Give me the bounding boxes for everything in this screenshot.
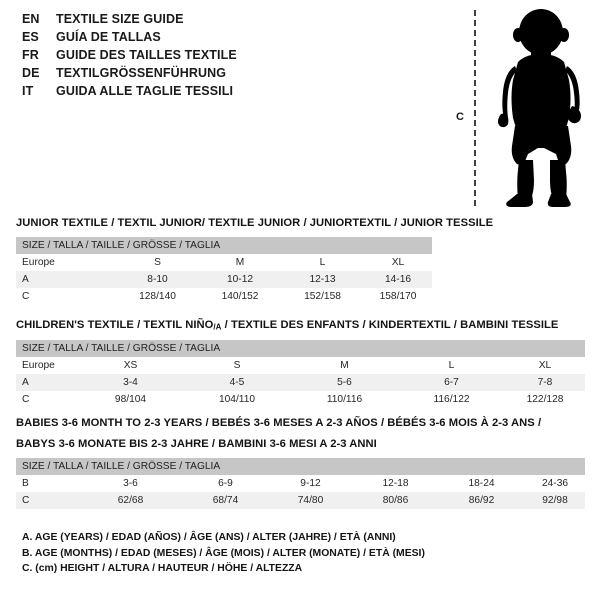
language-title-en: TEXTILE SIZE GUIDE: [56, 12, 184, 26]
section-children-title: CHILDREN'S TEXTILE / TEXTIL NIÑO/A / TEX…: [16, 318, 585, 334]
children-table-header-row: SIZE / TALLA / TAILLE / GRÖSSE / TAGLIA: [16, 340, 585, 358]
babies-cell-c-4: 86/92: [468, 495, 495, 506]
table-row: A 3-4 4-5 5-6 6-7 7-8: [16, 374, 585, 392]
babies-cell-c-1: 68/74: [212, 495, 239, 506]
children-row-label-europe: Europe: [22, 360, 55, 372]
babies-cell-c-0: 62/68: [117, 495, 144, 506]
table-row: C 98/104 104/110 110/116 116/122 122/128: [16, 391, 585, 409]
junior-cell-c-2: 152/158: [304, 291, 341, 302]
language-code-es: ES: [22, 30, 39, 44]
language-title-de: TEXTILGRÖSSENFÜHRUNG: [56, 66, 227, 80]
height-marker-label: C: [456, 111, 464, 123]
children-title-suffix: / TEXTILE DES ENFANTS / KINDERTEXTIL / B…: [221, 319, 559, 331]
babies-cell-b-2: 9-12: [300, 478, 321, 489]
babies-cell-c-5: 92/98: [542, 495, 568, 506]
children-title-prefix: CHILDREN'S TEXTILE / TEXTIL NIÑO: [16, 319, 214, 331]
children-cell-c-4: 122/128: [526, 394, 564, 406]
babies-cell-b-1: 6-9: [218, 478, 233, 489]
children-cell-europe-2: M: [340, 360, 349, 372]
babies-table-header-row: SIZE / TALLA / TAILLE / GRÖSSE / TAGLIA: [16, 458, 585, 475]
table-row: A 8-10 10-12 12-13 14-16: [16, 271, 432, 288]
children-size-table: SIZE / TALLA / TAILLE / GRÖSSE / TAGLIA …: [16, 340, 585, 409]
children-title-subscript: /A: [213, 322, 222, 332]
junior-cell-a-1: 10-12: [226, 274, 254, 285]
language-code-en: EN: [22, 12, 40, 26]
junior-table-header-label: SIZE / TALLA / TAILLE / GRÖSSE / TAGLIA: [22, 240, 221, 251]
children-cell-a-0: 3-4: [123, 377, 138, 389]
junior-row-label-a: A: [22, 274, 29, 285]
children-cell-c-3: 116/122: [433, 394, 470, 406]
section-junior-title: JUNIOR TEXTILE / TEXTIL JUNIOR/ TEXTILE …: [16, 217, 494, 229]
language-row-es: ES GUÍA DE TALLAS: [22, 30, 422, 48]
children-row-label-a: A: [22, 377, 29, 389]
junior-row-label-c: C: [22, 291, 30, 302]
babies-cell-b-4: 18-24: [468, 478, 495, 489]
language-title-block: EN TEXTILE SIZE GUIDE ES GUÍA DE TALLAS …: [22, 12, 422, 102]
table-row: B 3-6 6-9 9-12 12-18 18-24 24-36: [16, 475, 585, 492]
babies-row-label-c: C: [22, 495, 30, 506]
junior-cell-a-2: 12-13: [309, 274, 336, 285]
children-row-label-c: C: [22, 394, 30, 406]
measurement-legend: A. AGE (YEARS) / EDAD (AÑOS) / ÂGE (ANS)…: [22, 530, 582, 577]
toddler-silhouette-icon: [497, 9, 581, 207]
table-row: Europe S M L XL: [16, 254, 432, 271]
children-cell-c-0: 98/104: [114, 394, 147, 406]
junior-size-table: SIZE / TALLA / TAILLE / GRÖSSE / TAGLIA …: [16, 237, 432, 305]
junior-cell-c-0: 128/140: [139, 291, 176, 302]
children-cell-a-2: 5-6: [337, 377, 352, 389]
language-row-de: DE TEXTILGRÖSSENFÜHRUNG: [22, 66, 422, 84]
children-cell-a-3: 6-7: [444, 377, 459, 389]
junior-cell-c-3: 158/170: [379, 291, 417, 302]
junior-cell-a-0: 8-10: [147, 274, 168, 285]
language-title-es: GUÍA DE TALLAS: [56, 30, 161, 44]
junior-cell-europe-1: M: [235, 257, 245, 268]
language-row-it: IT GUIDA ALLE TAGLIE TESSILI: [22, 84, 422, 102]
babies-table-header-label: SIZE / TALLA / TAILLE / GRÖSSE / TAGLIA: [22, 461, 221, 472]
junior-cell-europe-3: XL: [391, 257, 405, 268]
section-children-textile: CHILDREN'S TEXTILE / TEXTIL NIÑO/A / TEX…: [16, 318, 585, 409]
language-row-en: EN TEXTILE SIZE GUIDE: [22, 12, 422, 30]
table-row: C 128/140 140/152 152/158 158/170: [16, 288, 432, 305]
children-cell-europe-3: L: [448, 360, 455, 372]
height-illustration: C: [440, 8, 600, 208]
language-code-de: DE: [22, 66, 40, 80]
children-cell-europe-1: S: [233, 360, 241, 372]
children-cell-a-1: 4-5: [229, 377, 245, 389]
language-title-it: GUIDA ALLE TAGLIE TESSILI: [56, 84, 234, 98]
language-code-fr: FR: [22, 48, 39, 62]
children-table-header-label: SIZE / TALLA / TAILLE / GRÖSSE / TAGLIA: [22, 343, 221, 355]
table-row: C 62/68 68/74 74/80 80/86 86/92 92/98: [16, 492, 585, 509]
section-junior-textile: JUNIOR TEXTILE / TEXTIL JUNIOR/ TEXTILE …: [16, 216, 493, 305]
language-title-fr: GUIDE DES TAILLES TEXTILE: [56, 48, 237, 62]
junior-cell-a-3: 14-16: [384, 274, 412, 285]
babies-cell-b-3: 12-18: [382, 478, 409, 489]
babies-cell-c-3: 80/86: [382, 495, 409, 506]
height-dashed-line: [474, 10, 476, 206]
babies-cell-c-2: 74/80: [297, 495, 324, 506]
children-cell-a-4: 7-8: [537, 377, 553, 389]
language-row-fr: FR GUIDE DES TAILLES TEXTILE: [22, 48, 422, 66]
babies-cell-b-5: 24-36: [541, 478, 569, 489]
section-babies-title-line1: BABIES 3-6 MONTH TO 2-3 YEARS / BEBÉS 3-…: [16, 417, 542, 429]
table-row: Europe XS S M L XL: [16, 357, 585, 375]
legend-line-c: C. (cm) HEIGHT / ALTURA / HAUTEUR / HÖHE…: [22, 563, 303, 574]
junior-cell-c-1: 140/152: [221, 291, 259, 302]
children-cell-europe-4: XL: [538, 360, 552, 372]
legend-line-a: A. AGE (YEARS) / EDAD (AÑOS) / ÂGE (ANS)…: [22, 532, 396, 543]
babies-row-label-b: B: [22, 478, 29, 489]
junior-table-header-row: SIZE / TALLA / TAILLE / GRÖSSE / TAGLIA: [16, 237, 432, 254]
children-cell-c-1: 104/110: [218, 394, 256, 406]
section-babies-title-line2: BABYS 3-6 MONATE BIS 2-3 JAHRE / BAMBINI…: [16, 438, 377, 450]
babies-size-table: SIZE / TALLA / TAILLE / GRÖSSE / TAGLIA …: [16, 458, 585, 509]
children-cell-c-2: 110/116: [326, 394, 363, 406]
babies-cell-b-0: 3-6: [123, 478, 138, 489]
section-babies-textile: BABIES 3-6 MONTH TO 2-3 YEARS / BEBÉS 3-…: [16, 416, 585, 509]
junior-row-label-europe: Europe: [22, 257, 55, 268]
language-code-it: IT: [22, 84, 34, 98]
junior-cell-europe-0: S: [154, 257, 161, 268]
junior-cell-europe-2: L: [319, 257, 326, 268]
children-cell-europe-0: XS: [123, 360, 138, 372]
legend-line-b: B. AGE (MONTHS) / EDAD (MESES) / ÂGE (MO…: [22, 547, 425, 559]
